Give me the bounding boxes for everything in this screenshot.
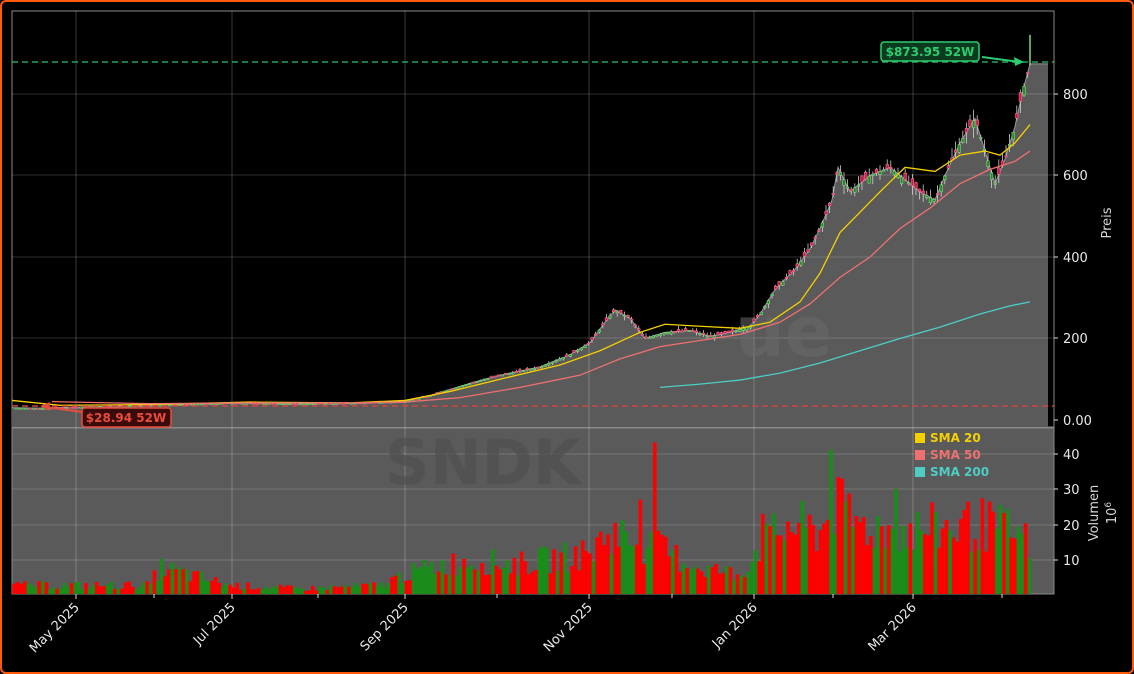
price-tick: 0.00 — [1063, 414, 1092, 429]
date-tick: May 2025 — [27, 600, 83, 656]
date-tick: Sep 2025 — [358, 600, 412, 654]
watermark-secondary: ue — [735, 291, 832, 373]
legend-swatch-sma50 — [915, 450, 925, 460]
price-axis-label: Preis — [1100, 207, 1115, 238]
legend-swatch-sma20 — [915, 433, 925, 443]
date-tick: Nov 2025 — [541, 600, 596, 655]
volume-bars — [12, 442, 1031, 594]
high-52w-label: $873.95 52W — [886, 45, 975, 59]
legend-sma50: SMA 50 — [930, 448, 981, 462]
date-tick: Mar 2026 — [866, 600, 920, 654]
legend: SMA 20 SMA 50 SMA 200 — [915, 431, 989, 479]
high-52w-annotation: $873.95 52W — [880, 41, 1024, 66]
legend-sma200: SMA 200 — [930, 465, 989, 479]
volume-exponent: 106 — [1104, 502, 1120, 525]
moving-averages — [11, 124, 1031, 406]
legend-sma20: SMA 20 — [930, 431, 981, 445]
volume-tick: 40 — [1063, 448, 1080, 463]
legend-swatch-sma200 — [915, 467, 925, 477]
date-axis: May 2025 Jul 2025 Sep 2025 Nov 2025 Jan 2026… — [27, 594, 1003, 656]
volume-axis-label: Volumen — [1087, 485, 1102, 542]
price-tick: 600 — [1063, 169, 1088, 184]
volume-tick: 20 — [1063, 519, 1080, 534]
volume-axis: 10 20 30 40 Volumen 106 — [1054, 448, 1120, 569]
price-tick: 200 — [1063, 332, 1088, 347]
volume-tick: 30 — [1063, 483, 1080, 498]
date-tick: Jan 2026 — [709, 600, 761, 652]
watermark-ticker: SNDK — [385, 426, 583, 499]
volume-tick: 10 — [1063, 554, 1080, 569]
price-tick: 800 — [1063, 88, 1088, 103]
price-tick: 400 — [1063, 251, 1088, 266]
watermark: SNDK ue — [385, 291, 832, 499]
date-tick: Jul 2025 — [190, 600, 239, 649]
price-axis: 0.00 200 400 600 800 Preis — [1054, 88, 1115, 429]
low-52w-annotation: $28.94 52W — [40, 402, 172, 428]
low-52w-label: $28.94 52W — [86, 411, 166, 425]
